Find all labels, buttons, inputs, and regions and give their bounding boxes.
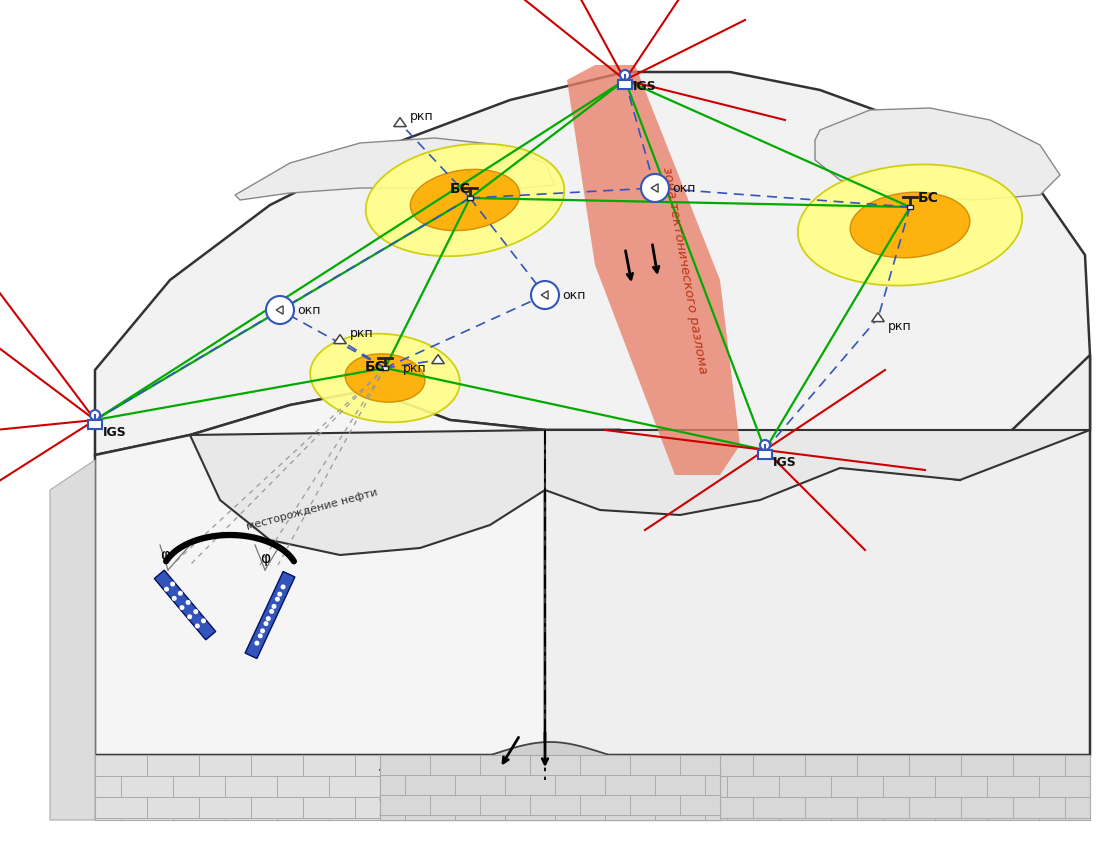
Text: окп: окп [297,304,320,317]
Ellipse shape [345,354,425,402]
Text: окп: окп [673,182,696,195]
Circle shape [266,296,294,324]
Polygon shape [545,755,1090,820]
Text: ркп: ркп [888,320,912,333]
Circle shape [260,629,265,634]
Polygon shape [95,390,545,755]
Polygon shape [545,430,1090,515]
Polygon shape [190,430,545,555]
Text: БС: БС [365,360,386,374]
Polygon shape [545,355,1090,755]
Polygon shape [276,306,283,314]
Text: IGS: IGS [633,80,657,93]
Circle shape [641,174,669,202]
Circle shape [90,410,100,420]
Polygon shape [815,108,1060,200]
Ellipse shape [310,334,460,422]
Circle shape [164,587,169,591]
Polygon shape [95,755,545,820]
Circle shape [186,600,190,605]
Polygon shape [382,366,388,370]
Ellipse shape [798,165,1022,285]
Polygon shape [908,205,913,209]
Circle shape [620,70,630,80]
Text: БС: БС [450,182,471,196]
Circle shape [257,634,263,638]
Polygon shape [380,755,720,820]
Polygon shape [651,184,658,192]
Ellipse shape [366,144,564,257]
Circle shape [275,596,280,602]
Circle shape [195,623,200,629]
Text: ркп: ркп [410,110,434,123]
Text: ркп: ркп [350,327,374,340]
Circle shape [263,621,269,626]
Polygon shape [567,65,740,475]
Polygon shape [333,335,346,343]
Circle shape [178,590,182,596]
Ellipse shape [850,192,970,257]
Circle shape [254,641,260,646]
Polygon shape [95,72,1090,480]
Text: IGS: IGS [773,456,797,469]
Polygon shape [394,118,406,127]
Polygon shape [872,313,884,322]
Polygon shape [88,420,102,429]
Circle shape [532,281,560,309]
Circle shape [187,614,192,619]
Text: БС: БС [918,191,939,205]
Circle shape [194,610,198,614]
Text: φ: φ [160,548,170,563]
Circle shape [179,605,185,610]
Circle shape [170,582,176,587]
Polygon shape [245,571,295,659]
Polygon shape [758,450,772,460]
Circle shape [272,604,276,609]
Text: IGS: IGS [103,426,126,439]
Circle shape [171,596,177,601]
Polygon shape [50,460,95,820]
Polygon shape [542,290,548,299]
Circle shape [278,591,282,596]
Circle shape [266,616,271,621]
Circle shape [760,440,770,450]
Circle shape [270,609,274,614]
Polygon shape [467,196,473,200]
Circle shape [281,584,285,590]
Text: зона тектонического разлома: зона тектонического разлома [660,166,709,375]
Polygon shape [618,80,632,89]
Text: месторождение нефти: месторождение нефти [245,487,378,532]
Text: ркп: ркп [403,362,426,375]
Text: окп: окп [562,289,585,302]
Text: φ: φ [260,551,270,566]
Polygon shape [154,570,216,640]
Circle shape [201,618,206,623]
Polygon shape [432,355,444,363]
Polygon shape [235,138,555,200]
Ellipse shape [411,169,519,231]
